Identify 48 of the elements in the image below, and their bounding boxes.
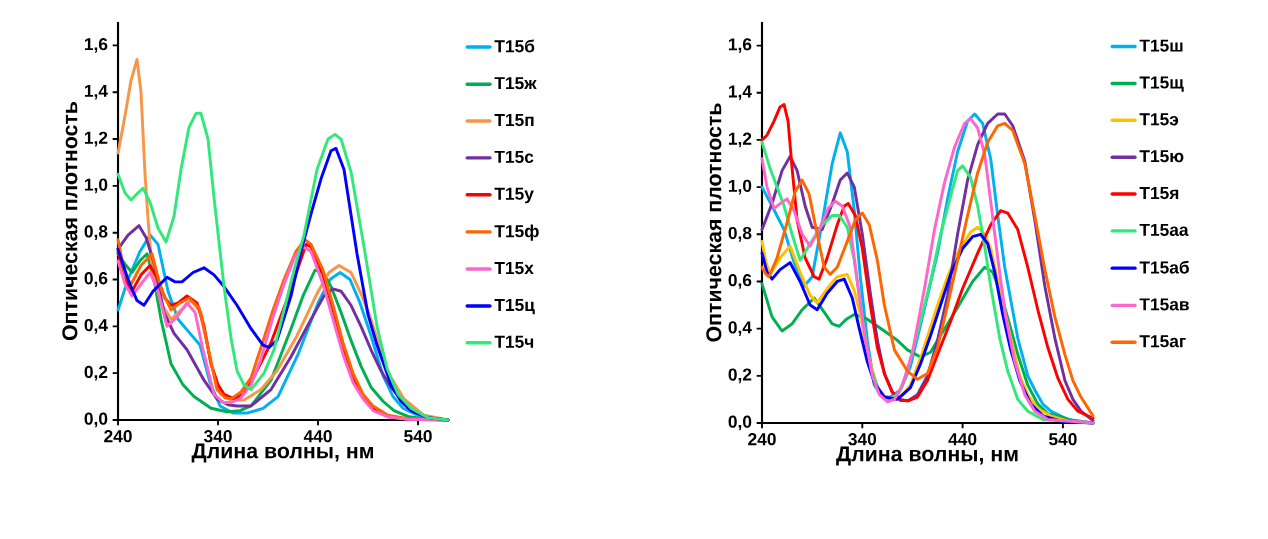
y-tick-label: 0,6: [84, 272, 108, 287]
y-tick-label: 0,6: [728, 274, 752, 289]
legend-label: T15ю: [1139, 150, 1184, 163]
legend-label: T15ф: [494, 224, 539, 241]
y-tick-label: 1,6: [84, 38, 108, 53]
y-tick-label: 1,2: [84, 131, 108, 147]
y-tick-label: 0,0: [84, 412, 108, 428]
y-tick-label: 1,6: [728, 38, 752, 53]
y-tick-label: 1,4: [84, 84, 108, 100]
legend-label: T15ч: [494, 335, 534, 348]
y-tick-label: 1,2: [728, 132, 752, 148]
legend-label: T15п: [494, 114, 534, 127]
legend-label: T15аг: [1139, 335, 1186, 348]
x-tick-label: 540: [404, 430, 432, 443]
legend-label: T15х: [494, 262, 534, 275]
x-axis-title: Длина волны, нм: [836, 446, 1018, 466]
x-tick-label: 340: [848, 433, 877, 446]
legend-label: T15ц: [494, 298, 535, 315]
legend-label: T15ж: [494, 77, 537, 90]
legend-label: T15аб: [1139, 260, 1189, 274]
legend-label: T15э: [1139, 113, 1179, 126]
y-tick-label: 0,4: [84, 318, 108, 334]
y-tick-label: 0,2: [84, 365, 108, 381]
legend-label: T15ав: [1139, 298, 1189, 311]
legend-label: T15щ: [1139, 76, 1184, 92]
y-tick-label: 1,0: [84, 178, 108, 194]
x-tick-label: 240: [104, 430, 132, 443]
y-tick-label: 0,4: [728, 321, 752, 337]
y-axis-title: Оптическая плотность: [706, 103, 722, 342]
y-tick-label: 1,0: [728, 179, 752, 195]
y-tick-label: 0,0: [728, 415, 752, 431]
x-tick-label: 240: [748, 433, 776, 446]
legend-label: T15с: [494, 150, 534, 163]
x-tick-label: 540: [1048, 433, 1077, 446]
y-tick-label: 0,8: [728, 226, 752, 242]
x-axis-title: Длина волны, нм: [191, 443, 374, 463]
legend-label: T15у: [494, 187, 534, 204]
x-tick-label: 340: [203, 430, 232, 443]
legend-label: T15ш: [1139, 39, 1183, 52]
y-tick-label: 1,4: [728, 85, 752, 101]
legend-label: T15б: [494, 39, 535, 53]
legend-label: T15аа: [1139, 223, 1189, 237]
y-tick-label: 0,8: [84, 225, 108, 241]
x-tick-label: 440: [303, 430, 332, 443]
y-tick-label: 0,2: [728, 368, 752, 384]
legend-label: T15я: [1139, 187, 1179, 200]
y-axis-title: Оптическая плотность: [62, 101, 78, 341]
x-tick-label: 440: [948, 433, 977, 446]
